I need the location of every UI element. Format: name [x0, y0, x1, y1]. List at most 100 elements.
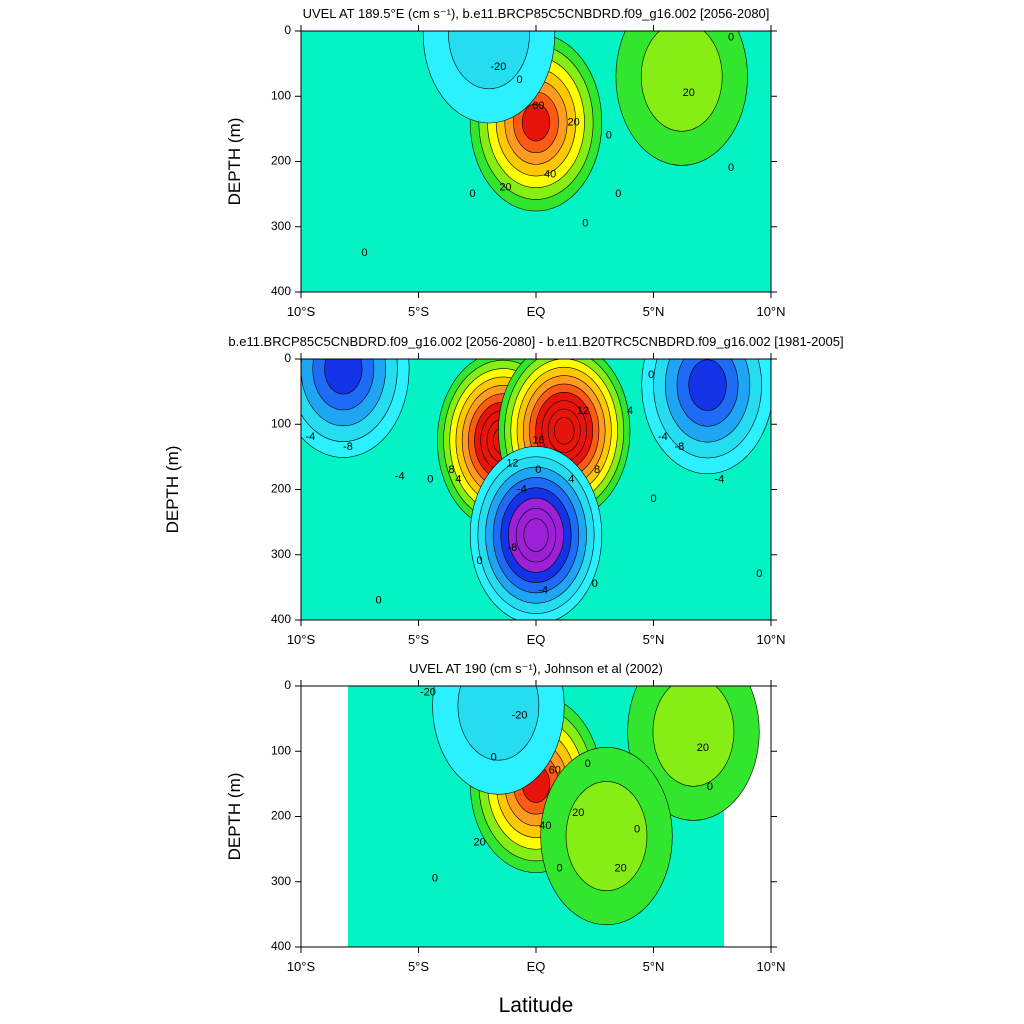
y-tick-label: 200: [271, 154, 291, 168]
contour-label: 20: [499, 182, 511, 194]
contour-label: -4: [306, 431, 316, 443]
y-tick-label: 100: [271, 416, 291, 430]
contour-band: [521, 103, 551, 142]
contour-label: 20: [683, 87, 695, 99]
figure-xlabel: Latitude: [499, 994, 574, 1017]
contour-label: 0: [707, 781, 713, 793]
x-tick-label: 10°S: [287, 304, 316, 319]
contour-label: 12: [577, 405, 589, 417]
y-tick-label: 400: [271, 939, 291, 953]
contour-label: -4: [658, 431, 668, 443]
contour-band: [565, 781, 648, 891]
contour-band: [457, 686, 540, 761]
contour-label: -8: [343, 441, 353, 453]
contour-label: 8: [594, 464, 600, 476]
y-tick-label: 400: [271, 284, 291, 298]
panel-ylabel: DEPTH (m): [163, 446, 182, 534]
contour-label: 20: [567, 116, 579, 128]
x-tick-label: 5°S: [408, 959, 429, 974]
x-tick-label: 5°N: [643, 632, 665, 647]
contour-label: 60: [532, 100, 544, 112]
x-tick-label: 10°N: [756, 959, 785, 974]
x-tick-label: 10°N: [756, 632, 785, 647]
contour-label: 0: [491, 752, 497, 764]
y-tick-label: 300: [271, 547, 291, 561]
contour-label: 0: [728, 31, 734, 43]
contour-label: 12: [506, 457, 518, 469]
contour-label: 4: [568, 474, 574, 486]
x-tick-label: 10°N: [756, 304, 785, 319]
contour-label: 20: [473, 837, 485, 849]
panel-ylabel: DEPTH (m): [225, 773, 244, 861]
x-tick-label: EQ: [527, 304, 546, 319]
panel-title: UVEL AT 190 (cm s⁻¹), Johnson et al (200…: [409, 661, 663, 676]
contour-label: 0: [756, 568, 762, 580]
contour-label: -4: [517, 483, 527, 495]
contour-label: 4: [627, 405, 633, 417]
contour-label: 4: [455, 474, 461, 486]
y-tick-label: 200: [271, 809, 291, 823]
contour-label: 0: [606, 129, 612, 141]
contour-label: 20: [697, 742, 709, 754]
contour-label: 0: [648, 369, 654, 381]
contour-label: 0: [427, 474, 433, 486]
contour-label: -20: [512, 709, 528, 721]
y-tick-label: 300: [271, 219, 291, 233]
contour-band: [688, 359, 727, 411]
contour-label: 0: [592, 578, 598, 590]
contour-band: [523, 518, 549, 552]
y-tick-label: 0: [284, 351, 291, 365]
x-tick-label: 5°N: [643, 304, 665, 319]
contour-label: 40: [539, 820, 551, 832]
contour-label: 0: [650, 493, 656, 505]
contour-label: 0: [432, 872, 438, 884]
contour-label: 0: [516, 74, 522, 86]
x-tick-label: EQ: [527, 632, 546, 647]
contour-band: [640, 31, 723, 132]
contour-label: -8: [674, 441, 684, 453]
contour-label: 0: [634, 823, 640, 835]
contour-label: 0: [375, 594, 381, 606]
contour-band: [553, 417, 575, 445]
x-tick-label: 5°N: [643, 959, 665, 974]
panel-title: b.e11.BRCP85C5CNBDRD.f09_g16.002 [2056-2…: [228, 334, 843, 349]
contour-label: -20: [420, 686, 436, 698]
y-tick-label: 300: [271, 874, 291, 888]
contour-label: 0: [585, 758, 591, 770]
contour-label: 16: [532, 434, 544, 446]
contour-label: -20: [490, 61, 506, 73]
panel-ylabel: DEPTH (m): [225, 118, 244, 206]
x-tick-label: 5°S: [408, 304, 429, 319]
y-tick-label: 100: [271, 88, 291, 102]
y-tick-label: 100: [271, 743, 291, 757]
x-tick-label: 5°S: [408, 632, 429, 647]
contour-band: [324, 359, 363, 395]
contour-label: 20: [614, 863, 626, 875]
x-tick-label: 10°S: [287, 959, 316, 974]
contour-label: 0: [477, 555, 483, 567]
y-tick-label: 400: [271, 612, 291, 626]
y-tick-label: 200: [271, 482, 291, 496]
contour-label: 40: [544, 168, 556, 180]
contour-label: 60: [549, 765, 561, 777]
contour-label: 0: [535, 464, 541, 476]
x-tick-label: EQ: [527, 959, 546, 974]
contour-label: 0: [615, 188, 621, 200]
contour-label: -4: [538, 585, 548, 597]
contour-label: 0: [556, 863, 562, 875]
contour-field: -20 -20 0 60 20 40 20 0 0 0 20 0 20 0: [348, 686, 760, 947]
contour-label: 0: [582, 217, 588, 229]
contour-field: -20 0 60 20 40 20 0 0 0 0 20 0 0 0: [301, 31, 771, 292]
contour-band: [652, 686, 735, 787]
contour-label: 0: [361, 247, 367, 259]
y-tick-label: 0: [284, 23, 291, 37]
contour-label: 8: [448, 464, 454, 476]
y-tick-label: 0: [284, 678, 291, 692]
contour-label: -4: [395, 470, 405, 482]
contour-band: [448, 31, 530, 90]
panel-title: UVEL AT 189.5°E (cm s⁻¹), b.e11.BRCP85C5…: [303, 6, 770, 21]
